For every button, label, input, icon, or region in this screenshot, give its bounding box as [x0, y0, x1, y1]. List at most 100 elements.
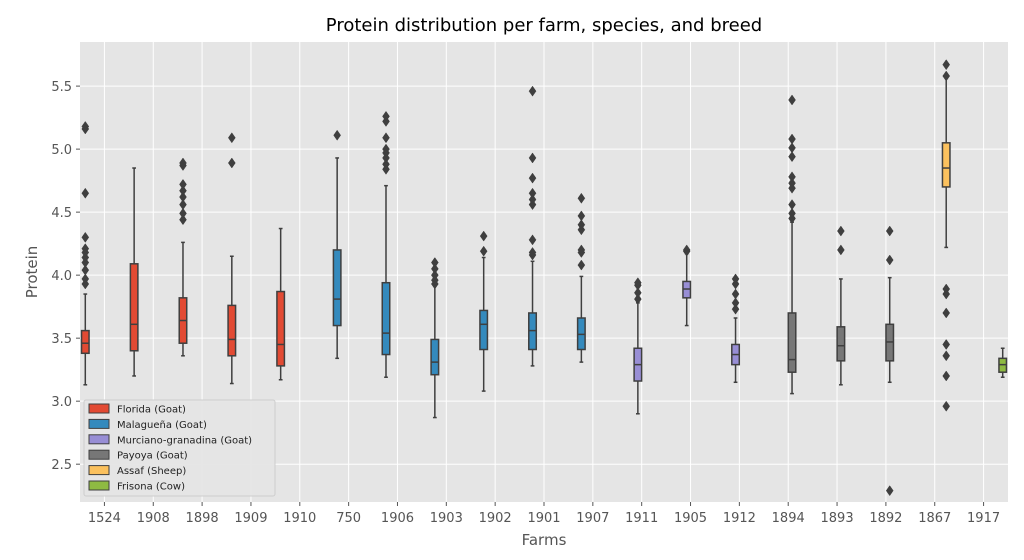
outlier-point — [731, 288, 740, 300]
box-iqr — [80, 329, 90, 355]
y-tick-label: 5.5 — [51, 80, 72, 95]
outlier-point — [577, 192, 586, 204]
outlier-point — [634, 277, 642, 289]
boxplot-1867 — [941, 59, 951, 412]
legend-label: Assaf (Sheep) — [117, 466, 186, 477]
outlier-point — [788, 133, 796, 145]
y-tick-label: 4.5 — [51, 206, 72, 221]
x-tick-label: 1867 — [918, 511, 951, 526]
box-iqr — [787, 312, 797, 373]
outlier-point — [431, 263, 439, 275]
x-tick-label: 1912 — [723, 511, 756, 526]
outlier-point — [788, 142, 796, 154]
boxplot-1524 — [80, 121, 90, 386]
legend-frame — [83, 399, 276, 497]
box-iqr — [836, 326, 846, 362]
boxplot-1905 — [682, 244, 692, 327]
boxplot-1892 — [885, 225, 895, 497]
outlier-point — [942, 350, 951, 362]
outlier-point — [942, 70, 951, 82]
outlier-point — [942, 339, 951, 350]
outlier-point — [788, 94, 796, 106]
outlier-point — [81, 187, 90, 199]
legend-swatch — [88, 403, 110, 414]
x-tick-label: 1894 — [772, 511, 805, 526]
outlier-point — [228, 157, 236, 169]
y-tick-label: 5.0 — [51, 143, 72, 158]
x-axis-ticks: 1524 1908 1898 1909 1910 750 1906 1903 1902 1901 1… — [88, 502, 1000, 526]
box-iqr — [227, 304, 237, 357]
boxplot-1901 — [528, 85, 538, 367]
outlier-point — [81, 264, 90, 276]
box-iqr — [430, 338, 440, 376]
x-tick-label: 1910 — [283, 511, 316, 526]
outlier-point — [634, 293, 642, 305]
outlier-point — [382, 158, 390, 170]
x-tick-label: 1902 — [479, 511, 512, 526]
outlier-point — [528, 172, 537, 184]
outlier-point — [682, 244, 691, 256]
legend: Florida (Goat) Malagueña (Goat) Murciano-g… — [83, 399, 276, 497]
outlier-point — [942, 370, 951, 382]
legend-label: Florida (Goat) — [117, 405, 186, 416]
outlier-point — [837, 244, 845, 256]
outlier-point — [837, 225, 845, 237]
outlier-point — [634, 287, 642, 299]
outlier-point — [479, 245, 488, 257]
box-iqr — [381, 281, 391, 356]
x-tick-label: 1893 — [821, 511, 854, 526]
outlier-point — [81, 121, 90, 132]
outlier-point — [885, 254, 894, 266]
x-tick-label: 1906 — [381, 511, 414, 526]
outlier-point — [382, 132, 390, 144]
outlier-point — [577, 210, 586, 222]
y-axis-label: Protein — [23, 246, 41, 299]
outlier-point — [81, 273, 90, 285]
legend-swatch — [88, 480, 110, 491]
outlier-point — [179, 178, 187, 190]
boxplot-1910 — [276, 227, 286, 381]
x-tick-label: 750 — [336, 511, 361, 526]
outlier-point — [731, 273, 740, 285]
outlier-point — [528, 152, 537, 164]
outlier-point — [382, 110, 390, 122]
outlier-point — [528, 194, 537, 205]
outlier-point — [577, 259, 586, 271]
boxplot-750 — [332, 129, 342, 360]
outlier-point — [81, 231, 90, 243]
legend-label: Malagueña (Goat) — [117, 420, 207, 431]
outlier-point — [228, 132, 236, 144]
outlier-point — [942, 59, 951, 71]
outlier-point — [788, 177, 796, 189]
outlier-point — [179, 157, 187, 169]
outlier-point — [179, 191, 187, 203]
legend-swatch — [88, 434, 110, 445]
outlier-point — [479, 230, 488, 242]
x-tick-label: 1898 — [186, 511, 219, 526]
y-tick-label: 4.0 — [51, 269, 72, 284]
outlier-point — [577, 244, 586, 256]
y-axis-ticks: 2.5 3.0 3.5 4.0 4.5 5.0 5.5 — [51, 80, 80, 473]
legend-label: Murciano-granadina (Goat) — [117, 435, 252, 446]
outlier-point — [431, 269, 439, 281]
outlier-point — [788, 171, 796, 183]
boxplot-1911 — [633, 277, 643, 415]
outlier-point — [81, 243, 90, 255]
y-tick-label: 2.5 — [51, 458, 72, 473]
outlier-point — [528, 247, 537, 258]
outlier-point — [885, 225, 894, 237]
outlier-point — [731, 297, 740, 309]
boxplot-1907 — [576, 192, 586, 363]
x-tick-label: 1907 — [576, 511, 609, 526]
box-iqr — [941, 142, 951, 188]
x-tick-label: 1911 — [625, 511, 658, 526]
x-tick-label: 1901 — [527, 511, 560, 526]
x-axis-label: Farms — [522, 531, 567, 549]
boxplot-1903 — [430, 257, 440, 419]
outlier-point — [528, 187, 537, 199]
box-iqr — [332, 249, 342, 327]
box-iqr — [479, 309, 489, 351]
boxplot-1917 — [998, 347, 1008, 378]
outlier-point — [528, 85, 537, 97]
